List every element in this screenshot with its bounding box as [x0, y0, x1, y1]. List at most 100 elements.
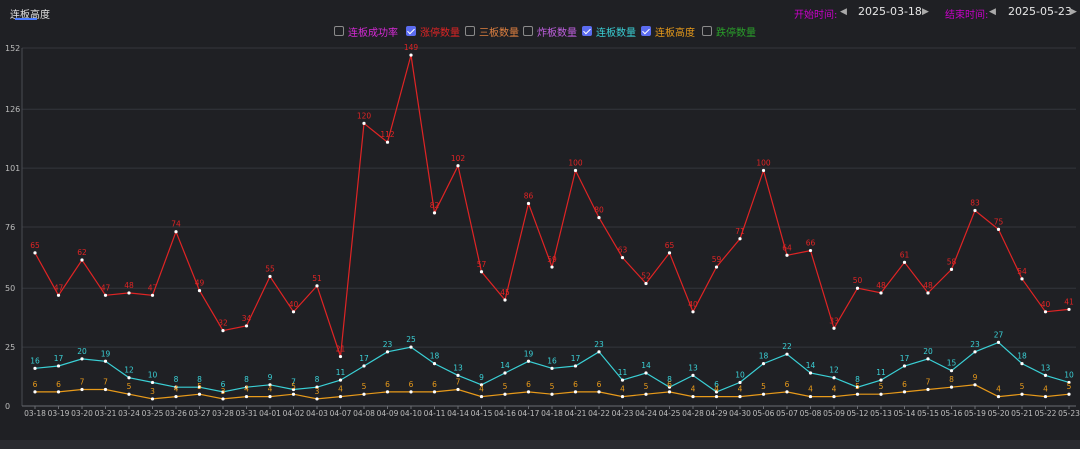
legend-item-broken-board[interactable]: 炸板数量 [523, 24, 577, 39]
bottom-scrollbar[interactable] [0, 440, 1080, 449]
x-tick-label: 04-25 [659, 409, 681, 418]
data-point [385, 390, 390, 394]
data-label: 5 [291, 382, 296, 391]
x-tick-label: 05-12 [847, 409, 869, 418]
data-label: 7 [926, 378, 931, 387]
data-label: 64 [782, 243, 792, 252]
data-point [644, 281, 648, 286]
x-tick-label: 04-14 [447, 409, 469, 418]
data-label: 49 [195, 279, 205, 288]
data-label: 59 [547, 255, 557, 264]
y-tick-label: 76 [5, 223, 15, 232]
legend-item-limit-down[interactable]: 跌停数量 [702, 24, 756, 39]
start-date-value[interactable]: 2025-03-18 [858, 5, 922, 18]
x-tick-label: 05-13 [870, 409, 892, 418]
data-label: 40 [688, 300, 698, 309]
data-label: 10 [735, 370, 745, 379]
legend-item-success-rate[interactable]: 连板成功率 [334, 24, 398, 39]
tab-active-indicator [15, 18, 37, 20]
x-tick-label: 04-21 [565, 409, 587, 418]
data-label: 80 [594, 206, 604, 215]
data-point [973, 208, 977, 213]
start-date-prev-icon[interactable]: ◀ [840, 7, 847, 17]
end-date-next-icon[interactable]: ▶ [1070, 7, 1077, 17]
data-label: 27 [994, 330, 1004, 339]
data-point [385, 140, 390, 144]
checkbox-checked-icon[interactable] [406, 26, 416, 36]
data-label: 3 [150, 387, 155, 396]
data-point [103, 359, 108, 363]
data-point [879, 378, 883, 382]
start-date-next-icon[interactable]: ▶ [922, 7, 929, 17]
data-label: 5 [503, 382, 508, 391]
data-point [197, 392, 202, 396]
data-point [573, 168, 578, 173]
legend-item-lianban-count[interactable]: 连板数量 [582, 24, 636, 39]
data-point [573, 390, 578, 394]
data-label: 6 [902, 380, 907, 389]
end-date-prev-icon[interactable]: ◀ [989, 7, 996, 17]
data-label: 5 [855, 382, 860, 391]
legend-item-limit-up[interactable]: 涨停数量 [406, 24, 460, 39]
series-line [34, 54, 1070, 357]
data-point [691, 310, 695, 314]
data-label: 13 [453, 363, 463, 372]
data-label: 7 [103, 378, 108, 387]
x-tick-label: 04-02 [283, 409, 305, 418]
end-date-value[interactable]: 2025-05-23 [1008, 5, 1072, 18]
checkbox-checked-icon[interactable] [582, 26, 592, 36]
data-point [785, 390, 789, 394]
data-label: 47 [148, 283, 158, 292]
data-point [362, 364, 366, 368]
checkbox-icon[interactable] [702, 26, 712, 36]
data-label: 5 [1020, 382, 1025, 391]
data-label: 61 [900, 250, 910, 259]
data-point [432, 211, 437, 215]
data-point [456, 164, 460, 168]
data-point [174, 394, 178, 399]
data-point [291, 392, 296, 396]
data-label: 58 [947, 257, 957, 266]
data-label: 66 [806, 239, 816, 248]
data-label: 8 [667, 375, 672, 384]
data-label: 17 [571, 354, 581, 363]
data-point [738, 237, 742, 241]
data-label: 11 [618, 368, 628, 377]
data-label: 18 [1017, 352, 1027, 361]
checkbox-checked-icon[interactable] [641, 26, 651, 36]
legend-label: 跌停数量 [716, 27, 756, 39]
data-point [362, 392, 366, 396]
data-point [456, 387, 460, 392]
tab-bar: 连板高度 [0, 0, 1080, 24]
data-point [832, 326, 836, 330]
data-point [714, 265, 719, 269]
data-label: 33 [829, 316, 839, 325]
data-point [56, 293, 61, 297]
data-point [879, 291, 883, 295]
data-label: 45 [500, 288, 510, 297]
checkbox-icon[interactable] [523, 26, 533, 36]
data-point [597, 390, 601, 394]
data-point [597, 350, 601, 354]
checkbox-icon[interactable] [465, 26, 475, 36]
data-point [338, 354, 343, 359]
checkbox-icon[interactable] [334, 26, 344, 36]
data-point [127, 291, 131, 295]
data-label: 13 [688, 363, 698, 372]
data-point [761, 392, 766, 396]
data-point [268, 383, 272, 387]
data-label: 6 [667, 380, 672, 389]
data-label: 6 [385, 380, 390, 389]
y-tick-label: 0 [5, 402, 10, 411]
legend-item-three-board[interactable]: 三板数量 [465, 24, 519, 39]
data-label: 5 [644, 382, 649, 391]
legend-item-lianban-height[interactable]: 连板高度 [641, 24, 695, 39]
data-label: 40 [289, 300, 299, 309]
x-tick-label: 05-20 [988, 409, 1010, 418]
data-point [855, 286, 860, 290]
tab-lianban-height[interactable]: 连板高度 [10, 10, 50, 21]
data-label: 8 [855, 375, 860, 384]
data-point [315, 284, 319, 288]
x-tick-label: 03-20 [71, 409, 93, 418]
data-point [127, 392, 131, 396]
